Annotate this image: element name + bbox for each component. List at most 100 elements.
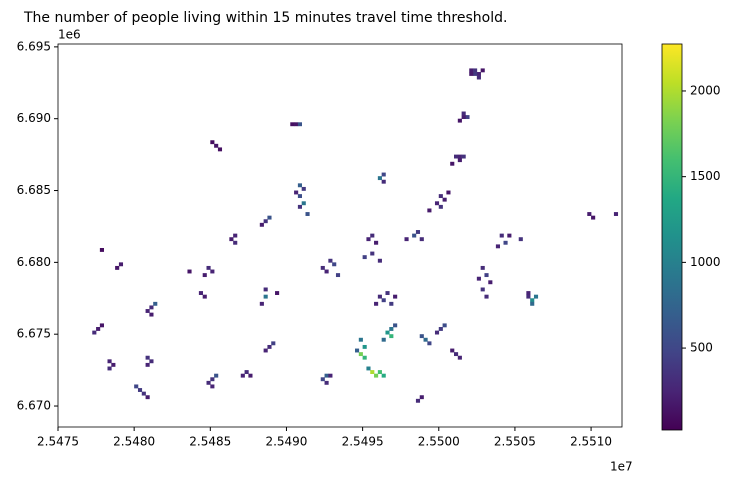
raster-cell [362,255,367,260]
raster-cell [450,161,455,166]
raster-cell [240,373,245,378]
raster-cell [473,72,478,76]
raster-cell [145,395,150,400]
raster-cell [381,298,386,303]
raster-cell [533,294,539,299]
y-tick-label: 6.695 [17,39,51,53]
raster-cell [389,327,394,331]
raster-cell [187,269,192,274]
raster-cell [389,301,394,306]
raster-cell [389,334,394,339]
raster-cell [476,72,481,76]
raster-cell [484,273,489,278]
axes-frame [57,43,623,428]
raster-cell [530,298,535,303]
raster-cell [328,258,333,263]
raster-cell [96,327,101,331]
raster-cell [370,233,375,238]
x-tick-label: 2.5475 [37,435,79,449]
raster-cell [92,330,97,335]
raster-cell [145,362,150,367]
x-offset-label: 1e7 [610,460,633,474]
raster-cell [210,377,215,382]
y-tick-label: 6.675 [17,327,51,341]
raster-cell [145,355,150,360]
raster-cell [335,273,341,278]
raster-cell [324,373,329,378]
raster-cell [377,294,382,299]
colorbar-tick-label: 2000 [690,83,721,97]
raster-cell [229,237,234,242]
raster-cell [465,115,470,120]
raster-cell [404,237,409,242]
raster-cell [438,194,443,199]
x-tick-label: 2.5510 [570,435,612,449]
raster-cell [613,212,619,216]
raster-cell [320,265,325,270]
raster-cell [419,237,424,242]
raster-cell [320,377,325,382]
raster-cell [149,312,154,317]
raster-cell [385,291,390,295]
raster-cell [518,237,523,242]
raster-cell [461,111,466,116]
raster-cell [377,258,382,263]
raster-cell [476,276,481,281]
raster-cell [141,391,146,396]
y-tick-label: 6.685 [17,183,51,197]
raster-cell [263,294,268,299]
raster-cell [526,294,531,299]
raster-cell [457,154,462,159]
raster-cell [305,212,310,216]
raster-cell [198,291,203,295]
raster-cell [415,398,421,403]
raster-cell [202,273,207,278]
raster-cell [362,344,367,349]
raster-cell [297,183,302,188]
raster-cell [233,240,238,245]
raster-cell [374,301,379,306]
raster-cell [259,301,264,306]
raster-cell [530,301,535,306]
raster-cell [206,380,211,385]
raster-cell [526,291,531,295]
raster-cell [507,233,512,238]
raster-cell [370,251,375,256]
raster-cell [480,287,485,292]
raster-cell [461,115,466,120]
raster-cell [217,147,223,152]
raster-cell [145,309,150,313]
raster-cell [107,366,112,371]
raster-cell [271,341,276,346]
x-tick-label: 2.5485 [189,435,231,449]
raster-cell [412,233,417,238]
raster-cell [107,359,112,364]
raster-cell [263,219,268,224]
x-tick-label: 2.5490 [265,435,307,449]
raster-cell [366,237,371,242]
raster-cell [442,197,447,202]
raster-cell [99,323,104,328]
raster-cell [434,201,440,206]
raster-cell [377,176,382,181]
raster-cell [355,348,360,353]
raster-cell [434,330,440,335]
raster-cell [469,68,474,73]
raster-cell [423,337,428,342]
raster-cell [275,291,280,295]
raster-cell [263,287,268,292]
raster-cell [118,262,124,267]
raster-cell [244,370,249,375]
raster-cell [461,154,466,159]
raster-cell [377,370,382,375]
colorbar [661,43,683,431]
raster-cell [499,233,504,238]
raster-cell [374,240,379,245]
raster-cell [438,327,443,331]
y-offset-label: 1e6 [58,28,81,42]
raster-cell [233,233,238,238]
raster-cell [297,194,302,199]
raster-cell [301,201,306,206]
raster-cell [427,341,432,346]
raster-cell [469,72,474,76]
